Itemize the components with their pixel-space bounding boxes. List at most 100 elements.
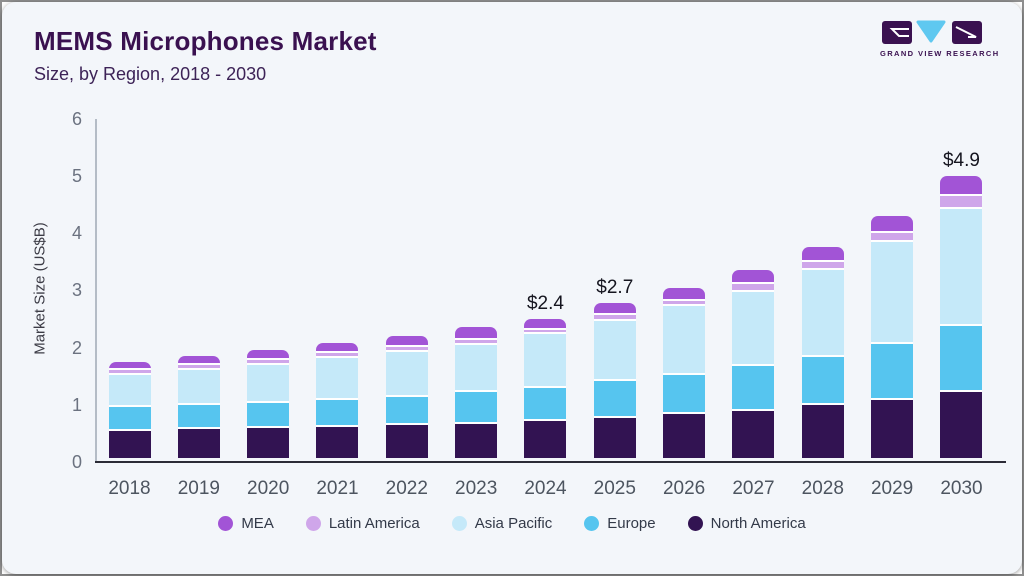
bar-segment-2028-mea bbox=[801, 247, 844, 262]
page-subtitle: Size, by Region, 2018 - 2030 bbox=[34, 64, 267, 84]
legend-dot-icon bbox=[687, 516, 703, 531]
bar-segment-2029-europe bbox=[871, 341, 914, 401]
bar-segment-2027-mea bbox=[732, 270, 775, 284]
x-label-2021: 2021 bbox=[316, 478, 359, 499]
legend-dot-icon bbox=[305, 516, 321, 531]
bar-segment-2028-europe bbox=[801, 354, 844, 406]
bar-segment-2023-latin-america bbox=[455, 337, 498, 345]
x-label-2023: 2023 bbox=[455, 478, 498, 499]
bar-segment-2030-asia-pacific bbox=[940, 206, 983, 327]
legend-item-asia-pacific: Asia Pacific bbox=[451, 515, 553, 532]
y-axis-line bbox=[95, 119, 97, 463]
bar-segment-2020-north-america bbox=[247, 427, 290, 458]
bar-segment-2025-north-america bbox=[593, 417, 636, 458]
bar-segment-2020-europe bbox=[247, 401, 290, 428]
y-tick-3: 3 bbox=[71, 280, 82, 301]
bar-segment-2030-europe bbox=[940, 324, 983, 392]
y-tick-5: 5 bbox=[71, 166, 82, 186]
bar-segment-2028-latin-america bbox=[801, 259, 844, 270]
legend-dot-icon bbox=[218, 516, 234, 531]
x-label-2027: 2027 bbox=[732, 478, 775, 499]
legend-item-europe: Europe bbox=[584, 515, 656, 532]
bar-segment-2024-asia-pacific bbox=[524, 332, 567, 388]
bar-segment-2025-latin-america bbox=[593, 313, 636, 321]
bar-segment-2029-asia-pacific bbox=[871, 240, 914, 344]
bar-segment-2021-europe bbox=[316, 397, 359, 427]
bar-segment-2030-latin-america bbox=[940, 194, 983, 209]
logo-brand-text: GRAND VIEW RESEARCH bbox=[880, 49, 1000, 58]
bar-segment-2029-latin-america bbox=[871, 230, 914, 243]
bar-segment-2018-mea bbox=[108, 361, 151, 371]
bar-segment-2021-mea bbox=[316, 343, 359, 354]
bar-segment-2018-europe bbox=[108, 405, 151, 431]
x-label-2025: 2025 bbox=[593, 478, 636, 499]
bar-segment-2027-north-america bbox=[732, 411, 775, 458]
bar-segment-2022-asia-pacific bbox=[385, 350, 428, 397]
x-label-2019: 2019 bbox=[177, 478, 220, 499]
bar-segment-2019-europe bbox=[177, 402, 220, 430]
bar-segment-2027-latin-america bbox=[732, 281, 775, 293]
legend-label: Asia Pacific bbox=[474, 515, 553, 532]
bar-segment-2018-north-america bbox=[108, 430, 151, 458]
bar-segment-2026-asia-pacific bbox=[663, 304, 706, 376]
bar-segment-2021-latin-america bbox=[316, 351, 359, 359]
bar-segment-2025-mea bbox=[593, 302, 636, 315]
y-tick-6: 6 bbox=[71, 108, 82, 129]
bar-segment-2027-asia-pacific bbox=[732, 290, 775, 367]
x-label-2020: 2020 bbox=[247, 478, 290, 499]
x-label-2028: 2028 bbox=[801, 478, 844, 499]
bar-segment-2022-europe bbox=[385, 394, 428, 426]
bar-segment-2027-europe bbox=[732, 364, 775, 412]
x-label-2018: 2018 bbox=[108, 478, 151, 499]
x-label-2026: 2026 bbox=[662, 478, 706, 499]
bar-segment-2026-latin-america bbox=[663, 298, 706, 307]
bar-segment-2021-asia-pacific bbox=[316, 356, 359, 400]
bar-segment-2026-north-america bbox=[663, 413, 706, 458]
bar-segment-2024-latin-america bbox=[524, 327, 567, 335]
value-label-2030: $4.9 bbox=[942, 149, 980, 171]
bar-segment-2018-latin-america bbox=[108, 368, 151, 375]
bar-segment-2028-north-america bbox=[801, 405, 844, 458]
page-title: MEMS Microphones Market bbox=[34, 26, 377, 56]
bar-segment-2029-north-america bbox=[871, 400, 914, 458]
bar-segment-2019-latin-america bbox=[177, 363, 220, 370]
bar-segment-2019-mea bbox=[177, 355, 220, 366]
grand-view-research-logo: GRAND VIEW RESEARCH bbox=[880, 20, 1000, 58]
bar-segment-2023-europe bbox=[455, 390, 498, 424]
legend-label: Europe bbox=[607, 515, 656, 532]
bar-segment-2024-mea bbox=[524, 318, 567, 330]
bar-segment-2022-north-america bbox=[385, 425, 428, 458]
legend-item-north-america: North America bbox=[687, 515, 806, 532]
x-label-2030: 2030 bbox=[940, 478, 983, 499]
chart-legend: MEA Latin America Asia Pacific Europe North … bbox=[2, 515, 1022, 532]
bar-segment-2030-north-america bbox=[940, 391, 983, 458]
bar-segment-2020-latin-america bbox=[247, 358, 290, 365]
bar-segment-2023-asia-pacific bbox=[455, 342, 498, 393]
x-label-2029: 2029 bbox=[870, 478, 914, 499]
y-tick-0: 0 bbox=[71, 452, 82, 472]
bar-segment-2025-europe bbox=[593, 379, 636, 418]
y-tick-1: 1 bbox=[71, 394, 82, 415]
bar-segment-2019-north-america bbox=[177, 429, 220, 458]
bar-segment-2021-north-america bbox=[316, 426, 359, 458]
bar-segment-2028-asia-pacific bbox=[801, 267, 844, 357]
y-tick-4: 4 bbox=[71, 223, 82, 244]
legend-item-latin-america: Latin America bbox=[305, 515, 420, 532]
bar-segment-2024-europe bbox=[524, 385, 567, 422]
bar-segment-2018-asia-pacific bbox=[108, 372, 151, 408]
legend-item-mea: MEA bbox=[218, 515, 274, 532]
bar-segment-2022-mea bbox=[385, 335, 428, 348]
bar-segment-2023-mea bbox=[455, 327, 498, 340]
x-label-2024: 2024 bbox=[524, 478, 567, 499]
legend-label: MEA bbox=[241, 515, 274, 532]
bar-segment-2026-mea bbox=[663, 288, 706, 301]
bar-segment-2030-mea bbox=[940, 175, 983, 197]
bar-segment-2029-mea bbox=[871, 215, 914, 233]
legend-label: Latin America bbox=[328, 515, 420, 532]
x-axis-line bbox=[95, 461, 1006, 463]
bar-segment-2026-europe bbox=[663, 373, 706, 414]
bar-segment-2020-mea bbox=[247, 350, 290, 361]
